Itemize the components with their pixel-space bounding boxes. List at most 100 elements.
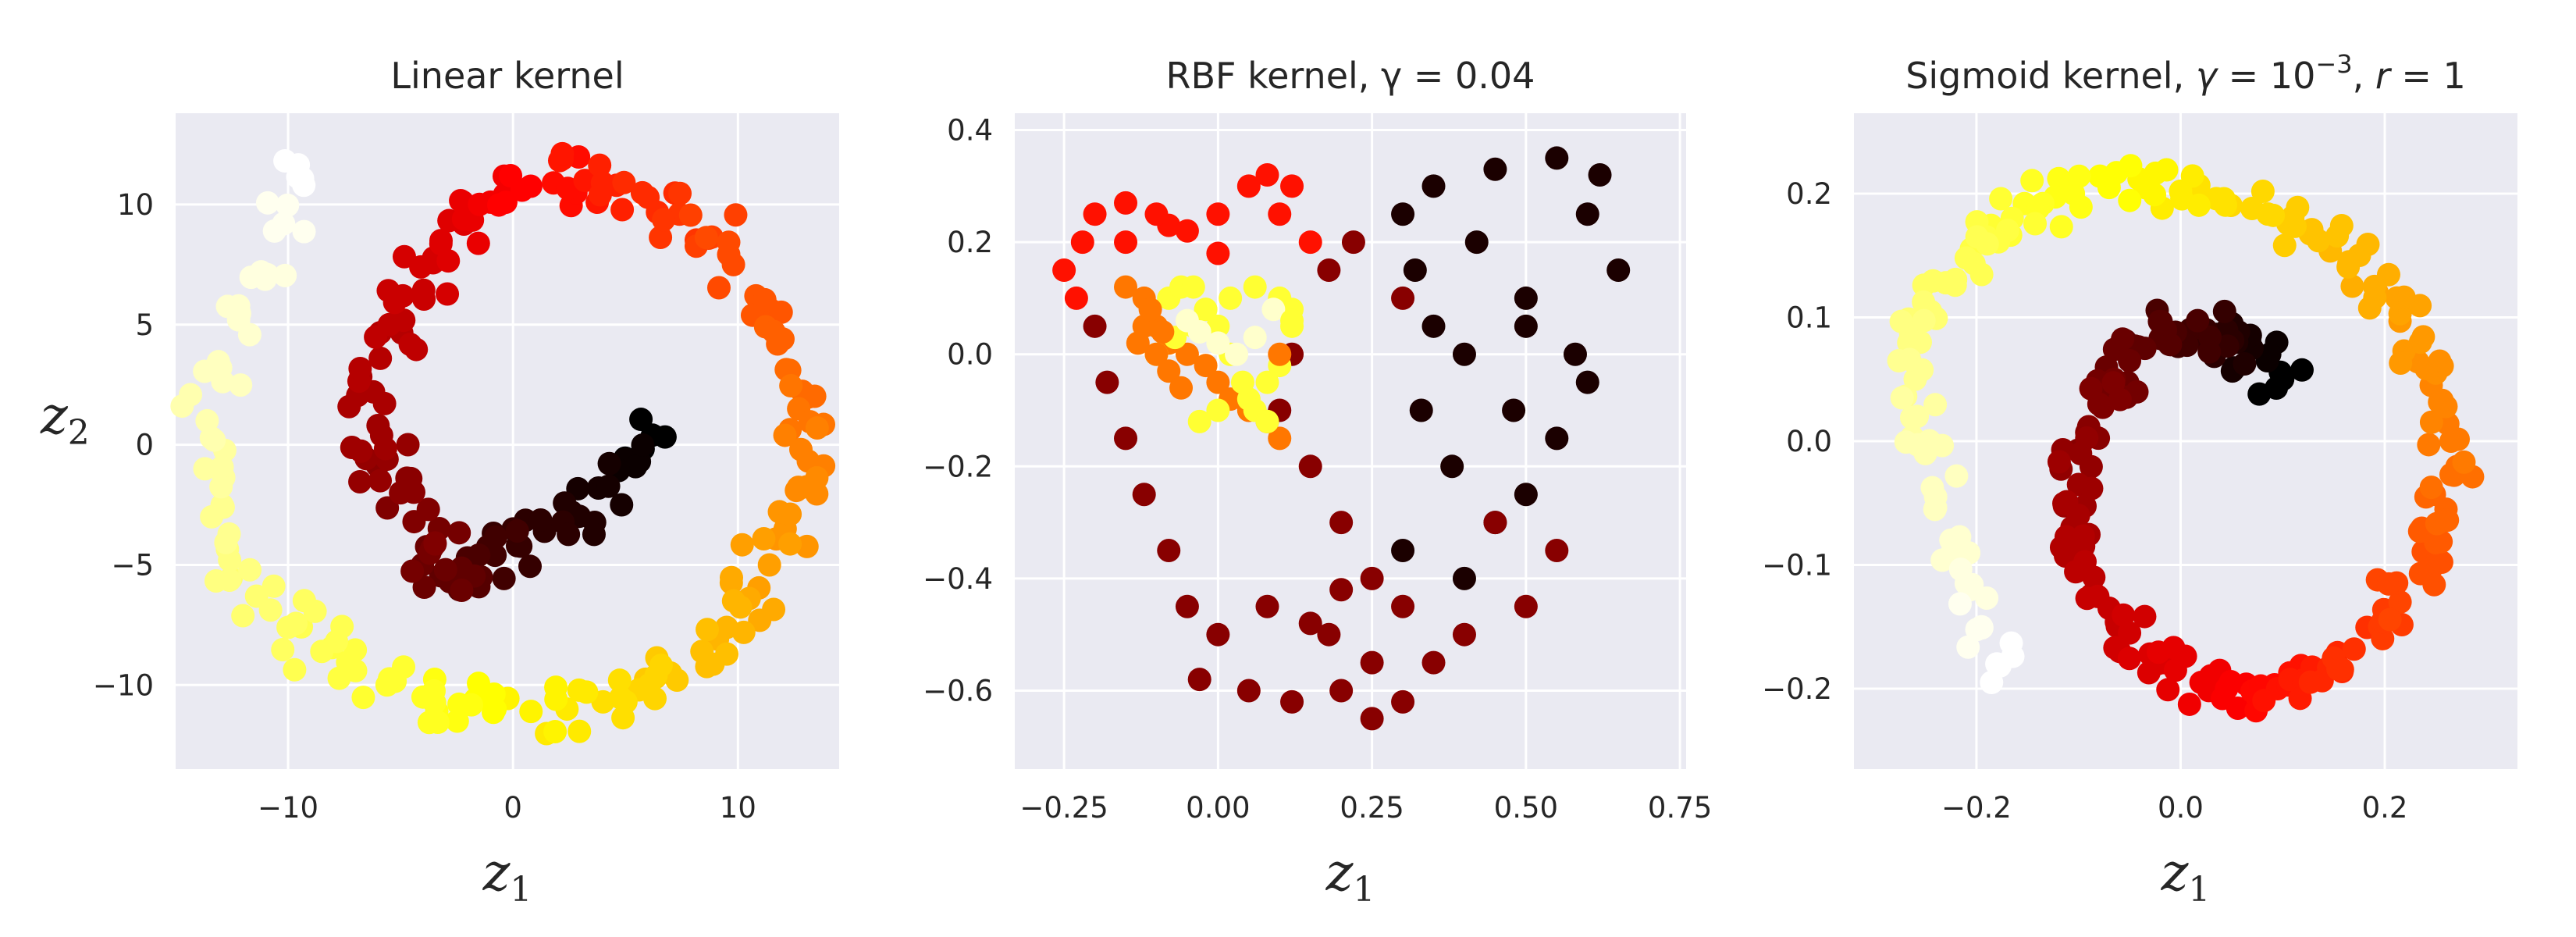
data-point — [2075, 426, 2099, 451]
data-point — [215, 294, 240, 319]
data-point — [2356, 232, 2380, 256]
data-point — [519, 700, 543, 724]
data-point — [724, 203, 748, 227]
data-point — [2215, 334, 2240, 358]
data-point — [2186, 193, 2211, 217]
data-point — [1483, 157, 1507, 181]
data-point — [1575, 370, 1599, 394]
data-point — [484, 525, 508, 549]
data-point — [610, 198, 635, 222]
data-point — [2258, 342, 2282, 366]
x-tick-label: 0.25 — [1340, 791, 1404, 825]
data-point — [2329, 214, 2354, 238]
data-point — [653, 425, 677, 449]
data-point — [466, 231, 490, 255]
data-point — [1169, 376, 1194, 400]
data-point — [590, 171, 614, 195]
data-point — [609, 686, 633, 710]
data-point — [229, 373, 253, 397]
x-tick-label: 10 — [720, 791, 756, 825]
data-point — [2156, 678, 2180, 702]
data-point — [2101, 371, 2126, 395]
data-point — [436, 282, 460, 306]
data-point — [630, 180, 654, 205]
data-point — [770, 327, 795, 351]
data-point — [1280, 689, 1304, 714]
data-point — [2119, 154, 2143, 178]
data-point — [2117, 647, 2141, 671]
data-point — [2049, 215, 2073, 239]
data-point — [1514, 314, 1538, 338]
data-point — [303, 599, 327, 623]
y-tick-label: 10 — [117, 188, 154, 222]
data-point — [400, 559, 425, 583]
data-point — [2376, 572, 2400, 596]
data-point — [649, 226, 673, 250]
data-point — [433, 558, 457, 582]
data-point — [1329, 679, 1354, 703]
data-point — [1298, 454, 1322, 479]
y-tick-label: −10 — [93, 668, 154, 702]
data-point — [447, 521, 471, 545]
data-point — [2218, 669, 2243, 693]
data-point — [2211, 187, 2236, 211]
data-point — [1575, 202, 1599, 226]
data-point — [1545, 539, 1569, 562]
data-point — [1545, 146, 1569, 170]
data-point — [487, 193, 511, 217]
data-point — [557, 522, 581, 547]
data-point — [1280, 308, 1304, 333]
data-point — [1138, 297, 1162, 322]
data-point — [1144, 342, 1169, 366]
data-point — [2133, 604, 2157, 629]
data-point — [382, 290, 407, 315]
data-point — [1329, 578, 1354, 602]
data-point — [1923, 497, 1947, 522]
data-point — [2080, 476, 2104, 501]
data-point — [1194, 297, 1218, 322]
data-point — [795, 475, 819, 499]
data-point — [1403, 258, 1427, 283]
data-point — [1064, 286, 1088, 310]
y-tick-label: 5 — [135, 308, 154, 342]
x-axis-label: z1 — [1325, 843, 1375, 910]
data-point — [2411, 325, 2435, 349]
data-point — [412, 575, 436, 599]
data-point — [1268, 202, 1292, 226]
data-point — [611, 706, 635, 730]
x-axis-label-sub: 1 — [510, 870, 532, 910]
data-point — [769, 300, 793, 324]
data-point — [1514, 286, 1538, 310]
data-point — [364, 325, 388, 349]
y-tick-label: 0.2 — [1786, 177, 1832, 211]
data-point — [2118, 621, 2142, 645]
x-tick-label: −0.2 — [1941, 791, 2012, 825]
data-point — [1987, 654, 2012, 678]
data-point — [1969, 262, 1994, 287]
data-point — [1545, 426, 1569, 451]
data-point — [2079, 376, 2103, 401]
data-point — [2073, 550, 2097, 574]
x-axis-label-base: z — [2161, 843, 2190, 903]
data-point — [450, 579, 474, 603]
data-point — [2186, 308, 2210, 333]
data-point — [1206, 331, 1230, 355]
y-axis-label-base: z — [40, 386, 69, 446]
data-point — [1206, 622, 1230, 647]
data-point — [283, 657, 307, 682]
data-point — [544, 687, 568, 711]
data-point — [1440, 454, 1464, 479]
data-point — [1052, 258, 1076, 283]
data-point — [2419, 410, 2443, 434]
data-point — [518, 554, 543, 579]
data-point — [631, 433, 655, 458]
y-tick-label: 0.0 — [947, 338, 993, 372]
data-point — [276, 193, 300, 217]
data-point — [2336, 255, 2361, 279]
data-point — [377, 667, 401, 691]
data-point — [262, 219, 286, 243]
data-point — [1255, 409, 1279, 433]
data-point — [284, 611, 308, 636]
data-point — [1464, 230, 1489, 255]
